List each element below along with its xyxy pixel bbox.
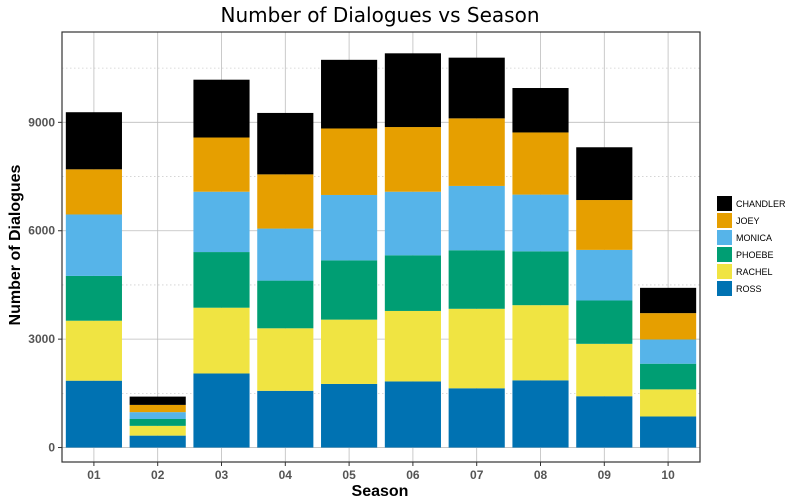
bar-phoebe-02 bbox=[129, 419, 186, 426]
bar-monica-09 bbox=[576, 249, 633, 301]
x-tick-label: 10 bbox=[661, 468, 675, 482]
x-tick-label: 09 bbox=[598, 468, 612, 482]
bar-phoebe-09 bbox=[576, 300, 633, 344]
plot-frame bbox=[61, 31, 701, 463]
bar-ross-10 bbox=[640, 416, 697, 448]
bar-ross-02 bbox=[129, 435, 186, 448]
bar-monica-07 bbox=[448, 185, 505, 251]
bar-monica-01 bbox=[65, 214, 122, 276]
x-tick-label: 02 bbox=[151, 468, 165, 482]
bar-rachel-07 bbox=[448, 308, 505, 389]
x-axis-title: Season bbox=[352, 483, 409, 500]
bar-rachel-01 bbox=[65, 320, 122, 381]
bar-joey-07 bbox=[448, 118, 505, 186]
bar-phoebe-10 bbox=[640, 363, 697, 390]
bar-joey-08 bbox=[512, 132, 569, 195]
y-tick-label: 9000 bbox=[28, 115, 55, 129]
legend-label-monica: MONICA bbox=[736, 233, 772, 243]
bar-rachel-08 bbox=[512, 305, 569, 381]
bar-monica-05 bbox=[321, 194, 378, 261]
bar-rachel-05 bbox=[321, 319, 378, 384]
plot-border bbox=[61, 31, 701, 463]
y-tick-label: 3000 bbox=[28, 332, 55, 346]
legend-swatch-monica bbox=[717, 230, 732, 245]
y-axis: 0 3000 6000 9000 bbox=[28, 115, 62, 455]
bar-rachel-10 bbox=[640, 389, 697, 417]
x-tick-label: 04 bbox=[279, 468, 293, 482]
bar-joey-04 bbox=[257, 174, 314, 229]
bar-ross-04 bbox=[257, 390, 314, 448]
bar-ross-09 bbox=[576, 396, 633, 448]
bar-chandler-10 bbox=[640, 287, 697, 314]
bar-ross-03 bbox=[193, 373, 250, 448]
legend: CHANDLER JOEY MONICA PHOEBE RACHEL ROSS bbox=[717, 196, 786, 296]
bar-monica-02 bbox=[129, 412, 186, 419]
bar-rachel-02 bbox=[129, 425, 186, 436]
bar-rachel-03 bbox=[193, 307, 250, 374]
x-tick-label: 05 bbox=[342, 468, 356, 482]
bar-ross-08 bbox=[512, 380, 569, 448]
legend-label-rachel: RACHEL bbox=[736, 267, 773, 277]
legend-swatch-rachel bbox=[717, 264, 732, 279]
x-tick-label: 03 bbox=[215, 468, 229, 482]
legend-swatch-ross bbox=[717, 281, 732, 296]
bar-joey-01 bbox=[65, 169, 122, 215]
bar-ross-01 bbox=[65, 380, 122, 448]
bar-monica-08 bbox=[512, 194, 569, 252]
bar-rachel-04 bbox=[257, 328, 314, 391]
bar-chandler-04 bbox=[257, 112, 314, 175]
bar-joey-09 bbox=[576, 200, 633, 250]
bar-phoebe-08 bbox=[512, 251, 569, 306]
legend-label-joey: JOEY bbox=[736, 216, 760, 226]
x-tick-label: 08 bbox=[534, 468, 548, 482]
legend-label-ross: ROSS bbox=[736, 284, 762, 294]
legend-label-chandler: CHANDLER bbox=[736, 199, 786, 209]
bar-rachel-09 bbox=[576, 343, 633, 397]
bars bbox=[65, 53, 697, 448]
legend-swatch-chandler bbox=[717, 196, 732, 211]
bar-chandler-05 bbox=[321, 59, 378, 129]
bar-joey-06 bbox=[384, 127, 441, 192]
bar-monica-10 bbox=[640, 339, 697, 364]
bar-rachel-06 bbox=[384, 310, 441, 382]
bar-monica-03 bbox=[193, 191, 250, 253]
bar-phoebe-04 bbox=[257, 280, 314, 329]
bar-chandler-08 bbox=[512, 88, 569, 133]
bar-monica-06 bbox=[384, 191, 441, 256]
y-tick-label: 0 bbox=[48, 441, 55, 455]
legend-swatch-phoebe bbox=[717, 247, 732, 262]
bar-phoebe-03 bbox=[193, 252, 250, 308]
bar-chandler-09 bbox=[576, 147, 633, 201]
bar-chandler-03 bbox=[193, 79, 250, 138]
bar-chandler-07 bbox=[448, 57, 505, 119]
x-tick-label: 06 bbox=[406, 468, 420, 482]
bar-chandler-02 bbox=[129, 396, 186, 405]
y-axis-title: Number of Dialogues bbox=[7, 164, 24, 325]
bar-joey-03 bbox=[193, 137, 250, 192]
bar-joey-05 bbox=[321, 128, 378, 195]
bar-phoebe-01 bbox=[65, 275, 122, 321]
x-tick-label: 07 bbox=[470, 468, 484, 482]
bar-ross-06 bbox=[384, 381, 441, 448]
y-tick-label: 6000 bbox=[28, 224, 55, 238]
legend-label-phoebe: PHOEBE bbox=[736, 250, 774, 260]
bar-phoebe-06 bbox=[384, 255, 441, 311]
chart-title: Number of Dialogues vs Season bbox=[221, 3, 540, 27]
bar-chandler-06 bbox=[384, 53, 441, 128]
bar-monica-04 bbox=[257, 228, 314, 281]
bar-ross-05 bbox=[321, 383, 378, 448]
bar-joey-10 bbox=[640, 313, 697, 340]
x-axis: 01 02 03 04 05 06 07 08 09 10 bbox=[87, 462, 675, 482]
bar-joey-02 bbox=[129, 404, 186, 413]
bar-phoebe-05 bbox=[321, 260, 378, 320]
x-tick-label: 01 bbox=[87, 468, 101, 482]
bar-phoebe-07 bbox=[448, 250, 505, 309]
bar-chandler-01 bbox=[65, 112, 122, 170]
bar-ross-07 bbox=[448, 388, 505, 448]
legend-swatch-joey bbox=[717, 213, 732, 228]
